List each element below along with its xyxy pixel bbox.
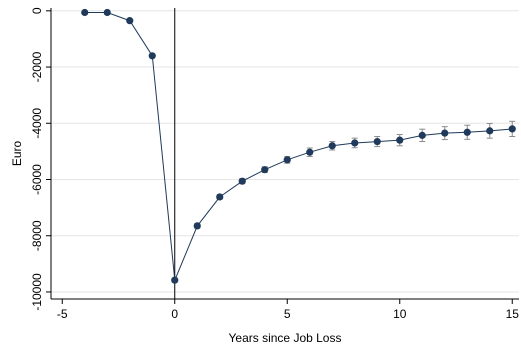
data-point: [396, 136, 404, 144]
data-point: [463, 128, 471, 136]
series-line: [84, 12, 513, 281]
y-tick-label: -10000: [30, 273, 44, 311]
y-tick-label: -6000: [30, 164, 44, 195]
x-tick-label: 0: [171, 307, 178, 321]
data-point: [306, 148, 314, 156]
series-line-layer: [84, 12, 513, 281]
x-axis-title: Years since Job Loss: [229, 331, 342, 345]
data-point: [351, 139, 359, 147]
y-axis-title: Euro: [10, 141, 24, 167]
data-point: [171, 276, 179, 284]
data-point: [193, 222, 201, 230]
x-tick-label: 10: [393, 307, 407, 321]
y-tick-label: -8000: [30, 220, 44, 251]
data-point: [216, 193, 224, 201]
data-point: [148, 52, 156, 60]
axes: [50, 8, 519, 300]
x-tick-label: 5: [284, 307, 291, 321]
error-bars: [81, 10, 516, 283]
data-point: [486, 127, 494, 135]
grid: [51, 10, 519, 293]
x-tick-label: -5: [57, 307, 68, 321]
data-point: [103, 8, 111, 17]
data-point: [441, 129, 449, 137]
ticks: 0 -2000 -4000 -6000 -8000 -10000 -5 0 5 10 15: [30, 7, 519, 321]
data-point: [508, 125, 516, 133]
data-point: [238, 177, 246, 185]
y-tick-label: -4000: [30, 108, 44, 139]
y-tick-label: -2000: [30, 51, 44, 82]
data-point: [328, 142, 336, 150]
y-tick-label: 0: [30, 7, 44, 14]
data-point: [126, 17, 134, 25]
data-point: [81, 8, 89, 17]
data-point: [261, 166, 269, 174]
series-points: [81, 8, 516, 284]
data-point: [418, 131, 426, 139]
data-point: [283, 156, 291, 164]
x-tick-label: 15: [506, 307, 520, 321]
data-point: [373, 137, 381, 146]
